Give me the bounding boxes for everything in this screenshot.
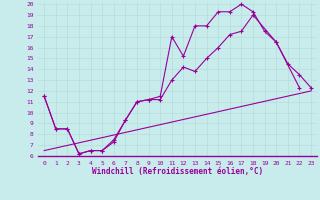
X-axis label: Windchill (Refroidissement éolien,°C): Windchill (Refroidissement éolien,°C) xyxy=(92,167,263,176)
